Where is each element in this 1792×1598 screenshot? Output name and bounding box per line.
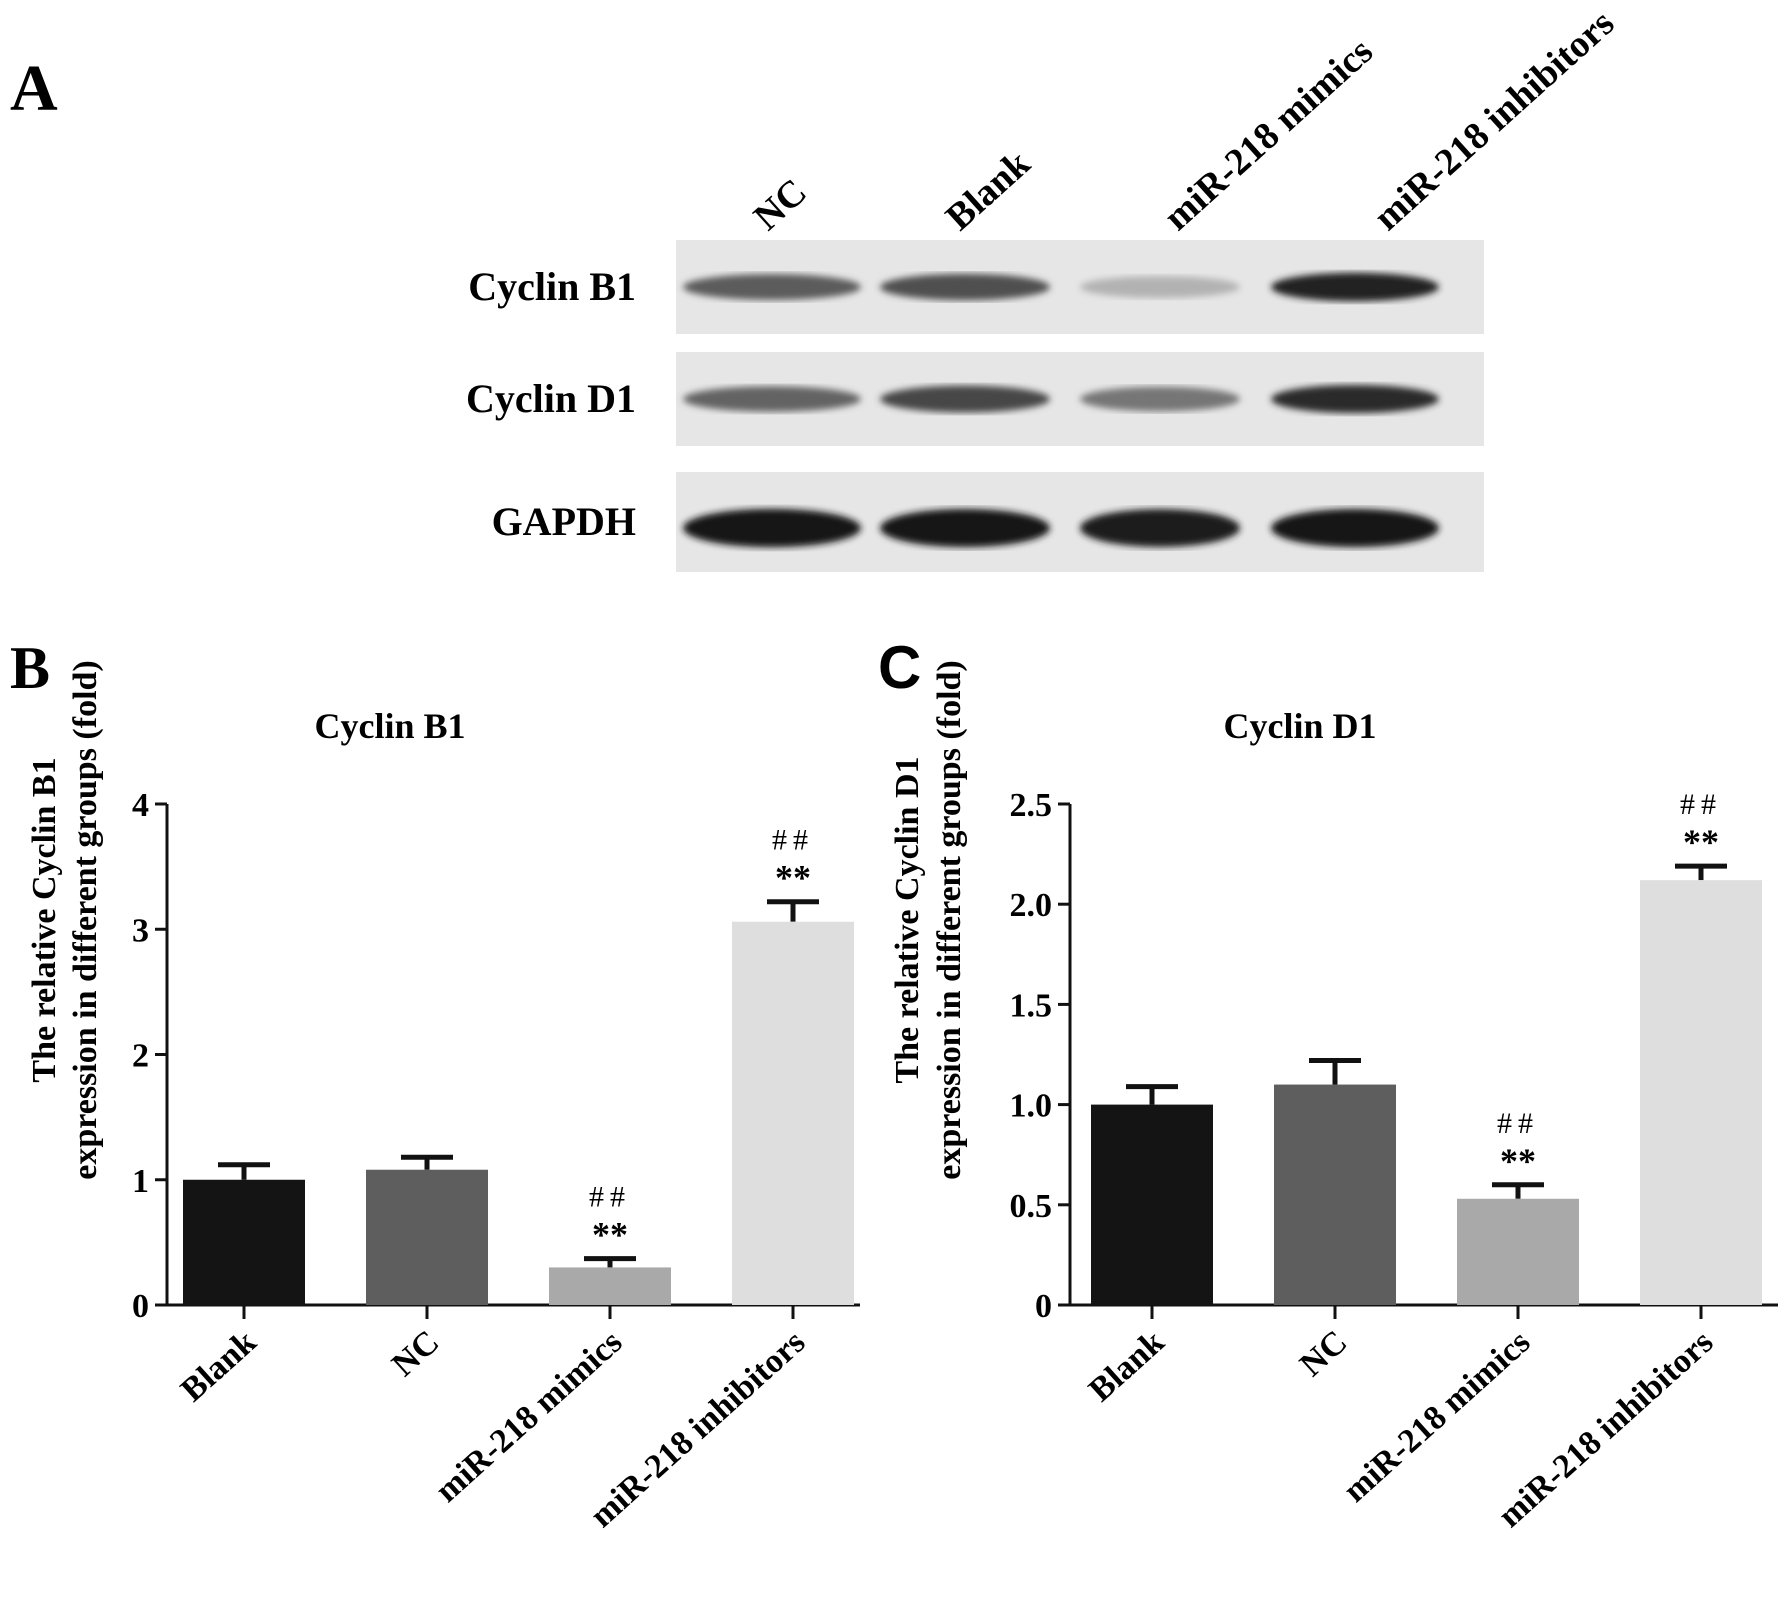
panel-b-label: B <box>10 635 50 701</box>
chart-c-sig-star: ** <box>1683 822 1719 862</box>
lane-label-inhibitors: miR-218 inhibitors <box>1366 2 1622 239</box>
chart-c-ylabel-line1: The relative Cyclin D1 <box>889 756 926 1083</box>
blot-band-gapdh-mir-218-inhibitors <box>1271 508 1439 548</box>
panel-c: C Cyclin D1 The relative Cyclin D1 expre… <box>878 634 1778 1535</box>
chart-b-sig-star: ** <box>592 1215 628 1255</box>
chart-c-ytick-label: 0 <box>1035 1288 1052 1325</box>
chart-c-xtick-label: miR-218 mimics <box>1336 1323 1537 1509</box>
blot-band-cyclin-b1-mir-218-inhibitors <box>1271 272 1439 302</box>
blot-band-cyclin-d1-mir-218-inhibitors <box>1271 384 1439 414</box>
chart-b-ytick-label: 1 <box>132 1163 149 1200</box>
chart-b-sig-hash: ## <box>772 824 814 857</box>
chart-b-sig-hash: ## <box>589 1181 631 1214</box>
chart-c-ytick-label: 1.5 <box>1010 987 1053 1024</box>
chart-b-ytick-label: 2 <box>132 1038 149 1075</box>
blot-band-cyclin-d1-nc <box>683 386 861 412</box>
chart-c-ytick-label: 2.0 <box>1010 887 1053 924</box>
blot-band-gapdh-nc <box>683 508 861 548</box>
chart-b-ytick-label: 3 <box>132 912 149 949</box>
chart-b-ytick-label: 0 <box>132 1288 149 1325</box>
lane-label-blank: Blank <box>938 142 1039 239</box>
chart-b-sig-star: ** <box>775 858 811 898</box>
blot-label-gapdh: GAPDH <box>492 499 636 544</box>
panel-b: B Cyclin B1 The relative Cyclin B1 expre… <box>10 635 860 1535</box>
chart-c-ylabel-line2: expression in different groups (fold) <box>931 660 968 1179</box>
blot-label-cyclin-b1: Cyclin B1 <box>468 264 636 309</box>
chart-c-sig-star: ** <box>1500 1141 1536 1181</box>
chart-b-title: Cyclin B1 <box>314 706 465 746</box>
chart-c-bar-mir-218-mimics <box>1457 1198 1579 1305</box>
blot-band-gapdh-blank <box>880 508 1050 548</box>
chart-b-xtick-label: Blank <box>174 1323 263 1409</box>
lane-label-nc: NC <box>746 171 815 239</box>
chart-c-xtick-label: Blank <box>1082 1323 1171 1409</box>
chart-c-sig-hash: ## <box>1680 788 1722 821</box>
chart-c-ytick-label: 0.5 <box>1010 1188 1053 1225</box>
chart-b-ylabel-line2: expression in different groups (fold) <box>67 660 104 1179</box>
panel-a: A NC Blank miR-218 mimics miR-218 inhibi… <box>10 2 1622 572</box>
blot-label-cyclin-d1: Cyclin D1 <box>466 376 636 421</box>
chart-c-bar-blank <box>1091 1104 1213 1305</box>
blot-rows: Cyclin B1 Cyclin D1 GAPDH <box>466 240 1484 572</box>
blot-band-cyclin-d1-blank <box>880 385 1050 413</box>
chart-b-bar-mir-218-inhibitors <box>732 921 854 1305</box>
blot-band-gapdh-mir-218-mimics <box>1080 508 1240 548</box>
chart-c-ytick-label: 2.5 <box>1010 787 1053 824</box>
chart-b-ytick-label: 4 <box>132 787 149 824</box>
chart-c-ytick-label: 1.0 <box>1010 1088 1053 1125</box>
chart-b-xtick-label: miR-218 mimics <box>428 1323 629 1509</box>
chart-b-xtick-label: NC <box>385 1323 446 1383</box>
lane-labels: NC Blank miR-218 mimics miR-218 inhibito… <box>746 2 1622 239</box>
chart-b-bar-blank <box>183 1179 305 1305</box>
blot-band-cyclin-b1-blank <box>880 273 1050 301</box>
blot-band-cyclin-d1-mir-218-mimics <box>1080 386 1240 412</box>
chart-c-bar-nc <box>1274 1084 1396 1305</box>
chart-c-xtick-label: NC <box>1293 1323 1354 1383</box>
chart-c-title: Cyclin D1 <box>1224 706 1377 746</box>
blot-band-cyclin-b1-mir-218-mimics <box>1080 276 1240 298</box>
chart-c-sig-hash: ## <box>1497 1107 1539 1140</box>
chart-b-ylabel-line1: The relative Cyclin B1 <box>26 757 63 1082</box>
chart-b-bar-mir-218-mimics <box>549 1267 671 1305</box>
chart-c-bar-mir-218-inhibitors <box>1640 880 1762 1305</box>
lane-label-mimics: miR-218 mimics <box>1156 30 1381 238</box>
chart-b-bar-nc <box>366 1169 488 1305</box>
panel-a-label: A <box>10 52 58 125</box>
blot-band-cyclin-b1-nc <box>683 274 861 300</box>
panel-c-label: C <box>878 634 921 701</box>
